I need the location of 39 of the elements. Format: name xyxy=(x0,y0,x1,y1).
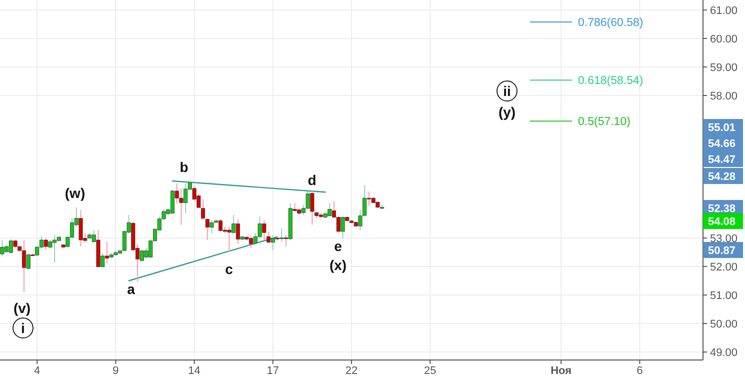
text: 55.01 xyxy=(708,122,736,134)
ref-line-label: 0.5(57.10) xyxy=(578,116,631,128)
x-tick-label: 14 xyxy=(188,365,200,377)
annotation: i xyxy=(21,320,25,336)
y-tick-label: 52.00 xyxy=(710,262,738,274)
text: 54.08 xyxy=(708,216,736,228)
y-tick-label: 53.00 xyxy=(710,233,738,246)
x-tick-label: 9 xyxy=(112,365,119,377)
text: 54.66 xyxy=(708,138,736,150)
y-tick-label: 61.00 xyxy=(710,4,738,17)
annotation: (y) xyxy=(498,104,516,120)
annotation: (v) xyxy=(13,300,31,316)
annotation: a xyxy=(127,281,136,297)
annotation: b xyxy=(180,159,188,175)
ref-line-label: 0.786(60.58) xyxy=(578,16,644,29)
annotation: (x) xyxy=(329,257,347,273)
y-tick-label: 59.00 xyxy=(710,62,738,74)
annotation: (w) xyxy=(64,185,86,201)
text: 54.28 xyxy=(708,171,736,183)
ref-line-label: 0.618(58.54) xyxy=(578,75,644,88)
candlestick xyxy=(0,240,4,258)
text: 50.87 xyxy=(708,245,736,257)
text: 52.38 xyxy=(708,203,736,215)
x-tick-label: 17 xyxy=(266,365,280,377)
y-tick-label: 51.00 xyxy=(710,290,738,302)
x-tick-label: 22 xyxy=(345,365,358,377)
annotation: d xyxy=(308,172,316,188)
y-tick-label: 49.00 xyxy=(710,347,738,360)
x-tick-label: Ноя xyxy=(550,365,572,377)
x-tick-label: 4 xyxy=(34,365,40,377)
x-tick-label: 25 xyxy=(424,365,436,377)
text: 54.47 xyxy=(708,154,736,166)
y-tick-label: 58.00 xyxy=(710,90,738,102)
y-tick-label: 60.00 xyxy=(710,33,738,46)
x-tick-label: 6 xyxy=(636,365,643,377)
annotation: ii xyxy=(503,83,511,99)
annotation: e xyxy=(334,238,342,254)
y-tick-label: 50.00 xyxy=(710,318,738,331)
annotation: c xyxy=(225,261,234,277)
